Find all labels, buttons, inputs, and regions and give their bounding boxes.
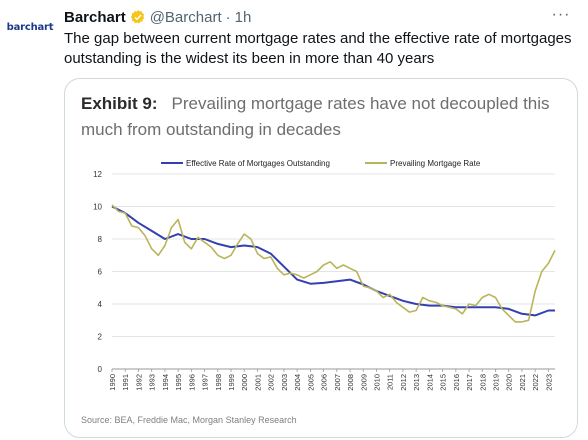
x-tick-label: 2020 (505, 374, 514, 391)
legend-label: Effective Rate of Mortgages Outstanding (186, 159, 330, 168)
avatar-logo-text: barchart (6, 21, 54, 33)
x-tick-label: 1995 (174, 374, 183, 391)
legend-label: Prevailing Mortgage Rate (390, 159, 481, 168)
x-tick-label: 1993 (148, 374, 157, 391)
tweet-image-card[interactable]: Exhibit 9: Prevailing mortgage rates have… (64, 78, 578, 438)
x-tick-label: 2021 (518, 374, 527, 391)
x-tick-label: 1997 (201, 374, 210, 391)
x-tick-label: 2023 (544, 374, 553, 391)
y-tick-label: 6 (98, 268, 103, 277)
x-tick-label: 2014 (425, 374, 434, 391)
exhibit-title-text: Prevailing mortgage rates have not decou… (81, 94, 550, 139)
x-tick-label: 2022 (531, 374, 540, 391)
verified-badge-icon (130, 10, 144, 24)
x-tick-label: 2019 (491, 374, 500, 391)
x-tick-label: 2006 (320, 374, 329, 391)
x-tick-label: 2012 (399, 374, 408, 391)
separator-dot: · (225, 8, 231, 26)
exhibit-title: Exhibit 9: Prevailing mortgage rates have… (81, 91, 561, 143)
series-line-prevailing-rate (111, 204, 556, 323)
tweet-timestamp[interactable]: 1h (234, 8, 252, 26)
x-tick-label: 2011 (386, 374, 395, 390)
x-tick-label: 2004 (293, 374, 302, 391)
x-tick-label: 2008 (346, 374, 355, 391)
x-tick-label: 2001 (253, 374, 262, 391)
y-tick-label: 0 (98, 365, 103, 374)
y-tick-label: 2 (98, 333, 103, 342)
x-tick-label: 1994 (161, 374, 170, 391)
x-tick-label: 1999 (227, 374, 236, 391)
y-tick-label: 12 (93, 170, 102, 179)
mortgage-rate-chart: 0 2 4 6 8 10 12 1990 1991 1992 1993 1994 1995 1996 199… (93, 159, 556, 391)
y-tick-label: 10 (93, 203, 102, 212)
x-tick-label: 2015 (439, 374, 448, 391)
x-tick-label: 2009 (359, 374, 368, 391)
x-tick-label: 1992 (134, 374, 143, 391)
x-tick-label: 1990 (108, 374, 117, 391)
x-tick-label: 2005 (306, 374, 315, 391)
x-tick-label: 1998 (214, 374, 223, 391)
x-tick-label: 2002 (267, 374, 276, 391)
x-tick-label: 2018 (478, 374, 487, 391)
tweet-header: Barchart @Barchart · 1h (64, 7, 251, 27)
x-tick-label: 1996 (187, 374, 196, 391)
series-line-effective-rate (111, 205, 555, 317)
x-tick-label: 2017 (465, 374, 474, 391)
exhibit-label: Exhibit 9: (81, 94, 158, 113)
author-name[interactable]: Barchart (64, 8, 126, 26)
x-tick-label: 2013 (412, 374, 421, 391)
x-tick-label: 1991 (121, 374, 130, 391)
tweet-text: The gap between current mortgage rates a… (64, 30, 572, 67)
x-tick-label: 2010 (372, 374, 381, 391)
author-handle[interactable]: @Barchart (149, 8, 222, 26)
x-tick-label: 2007 (333, 374, 342, 391)
x-tick-label: 2000 (240, 374, 249, 391)
x-tick-label: 2003 (280, 374, 289, 391)
y-tick-label: 4 (98, 300, 103, 309)
x-tick-label: 2016 (452, 374, 461, 391)
y-tick-label: 8 (98, 235, 103, 244)
avatar[interactable]: barchart (6, 12, 54, 42)
more-options-icon[interactable]: ··· (551, 6, 571, 23)
chart-source: Source: BEA, Freddie Mac, Morgan Stanley… (81, 415, 297, 425)
